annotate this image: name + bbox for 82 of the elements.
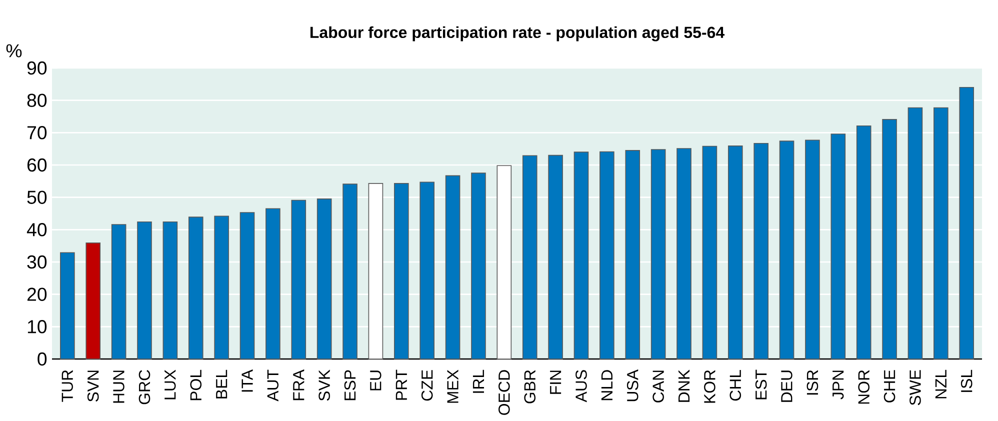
x-tick-label: SVK	[318, 370, 330, 401]
x-tick-label: ESP	[344, 370, 356, 400]
x-tick-label: ITA	[242, 369, 253, 392]
bar	[188, 216, 204, 360]
x-tick-label: FIN	[550, 370, 562, 394]
bar	[959, 87, 974, 360]
x-tick-label: EU	[370, 370, 382, 390]
x-tick-label: GRC	[138, 370, 150, 404]
y-tick-label: 60	[27, 158, 47, 172]
bar	[625, 150, 640, 360]
x-tick-label: OECD	[498, 370, 510, 415]
bar	[805, 140, 820, 360]
bar	[291, 200, 306, 360]
y-tick-label: 40	[26, 223, 47, 236]
x-tick-label: USA	[626, 369, 638, 402]
x-tick-label: DNK	[678, 370, 690, 402]
bar	[86, 242, 101, 360]
x-tick-label: HUN	[113, 370, 124, 403]
x-tick-label: ISL	[960, 370, 972, 392]
bar	[650, 149, 666, 360]
bar	[574, 152, 589, 360]
bar	[137, 222, 152, 360]
x-tick-label: BEL	[216, 370, 228, 398]
y-tick-label: 80	[27, 94, 47, 107]
x-tick-label: CZE	[421, 370, 433, 401]
bar	[779, 140, 794, 360]
x-tick-label: AUS	[576, 370, 587, 402]
bar	[60, 252, 75, 360]
x-tick-label: FRA	[293, 369, 304, 400]
bar	[882, 119, 897, 360]
bar	[728, 146, 743, 360]
y-axis-title: %	[6, 44, 22, 58]
bar	[342, 184, 358, 360]
bar	[240, 212, 255, 360]
x-tick-label: NOR	[858, 370, 870, 404]
bar	[754, 142, 768, 360]
x-tick-label: IRL	[472, 370, 484, 393]
bar	[600, 151, 614, 360]
x-tick-label: GBR	[524, 370, 536, 404]
y-tick-label: 0	[38, 352, 47, 366]
bar	[420, 182, 434, 360]
x-tick-label: EST	[755, 370, 767, 400]
bar	[214, 216, 229, 360]
x-tick-label: AUT	[267, 370, 279, 402]
x-tick-label: JPN	[832, 370, 844, 400]
x-tick-label: NZL	[935, 370, 946, 398]
x-tick-label: CAN	[652, 370, 664, 402]
x-tick-label: KOR	[704, 370, 716, 403]
x-tick-label: NLD	[601, 370, 612, 400]
bar	[471, 172, 486, 360]
y-tick-label: 90	[27, 61, 47, 75]
x-tick-label: SVN	[87, 370, 99, 402]
x-tick-label: MEX	[447, 370, 458, 403]
y-tick-label: 20	[27, 288, 47, 301]
bar	[111, 224, 126, 360]
bar	[522, 155, 538, 360]
y-tick-label: 50	[27, 190, 47, 204]
bar	[548, 154, 563, 360]
x-tick-label: TUR	[62, 370, 73, 402]
x-tick-label: SWE	[910, 370, 921, 406]
bar	[162, 222, 178, 360]
bar	[702, 146, 718, 360]
x-tick-label: CHL	[730, 370, 742, 401]
x-tick-label: POL	[190, 370, 202, 400]
x-tick-label: ISR	[806, 370, 818, 395]
bar	[676, 148, 692, 360]
bar	[856, 125, 872, 360]
x-tick-label: CHE	[884, 370, 896, 402]
y-tick-label: 70	[27, 126, 47, 140]
bar	[394, 183, 409, 360]
x-tick-label: DEU	[781, 370, 792, 402]
y-tick-label: 30	[27, 255, 47, 269]
y-tick-label: 10	[28, 320, 47, 334]
bar	[830, 134, 846, 360]
bar	[934, 107, 948, 360]
bar	[445, 175, 460, 360]
x-tick-label: LUX	[164, 370, 176, 400]
bar	[316, 198, 332, 360]
x-tick-label: PRT	[396, 370, 407, 400]
bar	[908, 107, 923, 360]
chart-title: Labour force participation rate - population aged 55-64	[310, 26, 724, 42]
bar	[266, 208, 280, 360]
